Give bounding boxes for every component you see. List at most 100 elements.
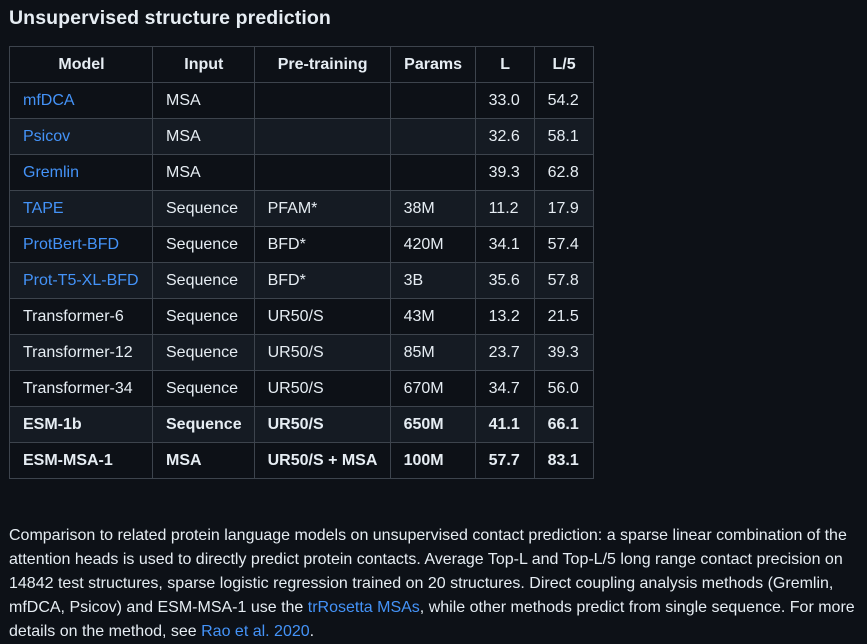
cell-l5: 62.8 (533, 154, 594, 191)
cell-l: 39.3 (474, 154, 535, 191)
cell-l5: 17.9 (533, 190, 594, 227)
table-caption: Comparison to related protein language m… (9, 524, 859, 644)
cell-model: Transformer-6 (9, 298, 153, 335)
caption-text-3: . (309, 623, 315, 640)
cell-l: 57.7 (474, 442, 535, 479)
cell-l: 33.0 (474, 82, 535, 119)
cell-l: 34.7 (474, 370, 535, 407)
cell-l: 41.1 (474, 406, 535, 443)
cell-input: Sequence (152, 226, 255, 263)
cell-params: 100M (389, 442, 476, 479)
cell-model: Gremlin (9, 154, 153, 191)
cell-input: MSA (152, 118, 255, 155)
header-input: Input (152, 46, 255, 83)
table-row: Gremlin MSA 39.3 62.8 (9, 154, 594, 191)
table-body: mfDCA MSA 33.0 54.2 Psicov MSA 32.6 58.1 Gremlin… (9, 82, 594, 479)
header-pretraining: Pre-training (253, 46, 391, 83)
cell-params: 650M (389, 406, 476, 443)
cell-l: 23.7 (474, 334, 535, 371)
header-model: Model (9, 46, 153, 83)
model-link[interactable]: mfDCA (23, 91, 75, 109)
cell-params (389, 82, 476, 119)
table-row: ESM-1b Sequence UR50/S 650M 41.1 66.1 (9, 406, 594, 443)
cell-l: 32.6 (474, 118, 535, 155)
cell-l5: 57.8 (533, 262, 594, 299)
cell-params (389, 154, 476, 191)
cell-model: TAPE (9, 190, 153, 227)
table-row: Transformer-34 Sequence UR50/S 670M 34.7 56.0 (9, 370, 594, 407)
table-row: TAPE Sequence PFAM* 38M 11.2 17.9 (9, 190, 594, 227)
cell-params: 43M (389, 298, 476, 335)
header-params: Params (389, 46, 476, 83)
table-row: ESM-MSA-1 MSA UR50/S + MSA 100M 57.7 83.1 (9, 442, 594, 479)
cell-l5: 57.4 (533, 226, 594, 263)
cell-l5: 39.3 (533, 334, 594, 371)
cell-pretraining: PFAM* (253, 190, 391, 227)
cell-l5: 66.1 (533, 406, 594, 443)
cell-model: ProtBert-BFD (9, 226, 153, 263)
trrosetta-msas-link[interactable]: trRosetta MSAs (307, 599, 420, 616)
rao-2020-link[interactable]: Rao et al. 2020 (201, 623, 310, 640)
cell-model: Transformer-34 (9, 370, 153, 407)
cell-params: 85M (389, 334, 476, 371)
cell-input: Sequence (152, 298, 255, 335)
cell-model: mfDCA (9, 82, 153, 119)
cell-model: Transformer-12 (9, 334, 153, 371)
results-table: Model Input Pre-training Params L L/5 mf… (9, 46, 594, 479)
cell-model: Psicov (9, 118, 153, 155)
table-row: Transformer-12 Sequence UR50/S 85M 23.7 39.3 (9, 334, 594, 371)
cell-input: MSA (152, 442, 255, 479)
cell-l5: 56.0 (533, 370, 594, 407)
cell-model: Prot-T5-XL-BFD (9, 262, 153, 299)
caption-text-2: , while other methods predict from singl… (9, 599, 855, 640)
model-link[interactable]: Psicov (23, 127, 71, 145)
cell-pretraining: UR50/S (253, 298, 391, 335)
model-link[interactable]: TAPE (23, 199, 64, 217)
table-row: mfDCA MSA 33.0 54.2 (9, 82, 594, 119)
cell-input: MSA (152, 82, 255, 119)
header-l: L (474, 46, 535, 83)
cell-params: 670M (389, 370, 476, 407)
section-heading: Unsupervised structure prediction (9, 7, 331, 29)
cell-params (389, 118, 476, 155)
cell-pretraining: UR50/S (253, 334, 391, 371)
cell-l5: 58.1 (533, 118, 594, 155)
header-l5: L/5 (533, 46, 594, 83)
cell-input: Sequence (152, 190, 255, 227)
cell-model: ESM-MSA-1 (9, 442, 153, 479)
cell-input: Sequence (152, 406, 255, 443)
cell-l: 35.6 (474, 262, 535, 299)
table-header-row: Model Input Pre-training Params L L/5 (9, 46, 594, 83)
cell-pretraining: UR50/S + MSA (253, 442, 391, 479)
cell-pretraining (253, 118, 391, 155)
model-link[interactable]: Prot-T5-XL-BFD (23, 271, 139, 289)
cell-params: 420M (389, 226, 476, 263)
readme-section: Unsupervised structure prediction Model … (9, 0, 859, 640)
table-row: Psicov MSA 32.6 58.1 (9, 118, 594, 155)
cell-l: 13.2 (474, 298, 535, 335)
cell-pretraining (253, 154, 391, 191)
model-link[interactable]: Gremlin (23, 163, 80, 181)
cell-l: 11.2 (474, 190, 535, 227)
cell-input: MSA (152, 154, 255, 191)
model-link[interactable]: ProtBert-BFD (23, 235, 120, 253)
cell-model: ESM-1b (9, 406, 153, 443)
cell-l5: 21.5 (533, 298, 594, 335)
cell-input: Sequence (152, 370, 255, 407)
table-row: ProtBert-BFD Sequence BFD* 420M 34.1 57.4 (9, 226, 594, 263)
cell-pretraining: BFD* (253, 262, 391, 299)
cell-params: 38M (389, 190, 476, 227)
table-row: Prot-T5-XL-BFD Sequence BFD* 3B 35.6 57.8 (9, 262, 594, 299)
cell-input: Sequence (152, 262, 255, 299)
cell-pretraining: UR50/S (253, 406, 391, 443)
cell-pretraining: BFD* (253, 226, 391, 263)
cell-pretraining (253, 82, 391, 119)
cell-input: Sequence (152, 334, 255, 371)
cell-pretraining: UR50/S (253, 370, 391, 407)
cell-l5: 54.2 (533, 82, 594, 119)
caption-text-1: Comparison to related protein language m… (9, 527, 847, 616)
cell-params: 3B (389, 262, 476, 299)
table-row: Transformer-6 Sequence UR50/S 43M 13.2 21.5 (9, 298, 594, 335)
cell-l5: 83.1 (533, 442, 594, 479)
cell-l: 34.1 (474, 226, 535, 263)
